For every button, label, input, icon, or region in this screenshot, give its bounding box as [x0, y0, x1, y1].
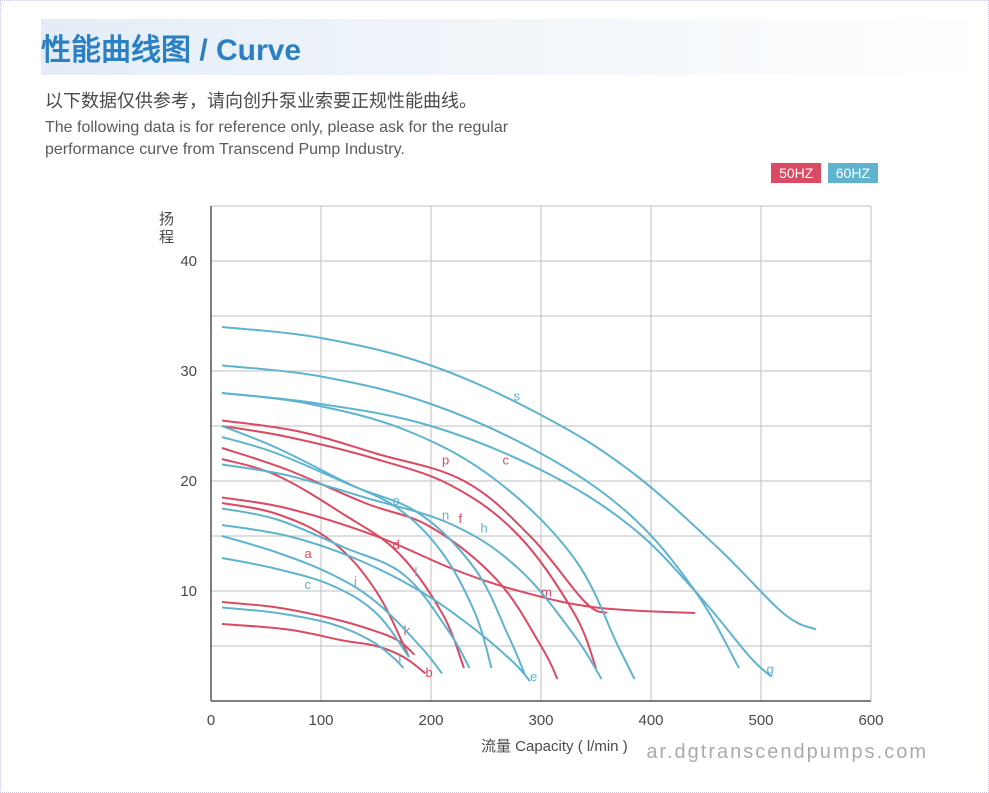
svg-text:0: 0 [207, 712, 215, 729]
curve-label-s: s [514, 389, 521, 404]
curve-label-e: e [530, 669, 537, 684]
subtitle-zh: 以下数据仅供参考，请向创升泵业索要正规性能曲线。 [45, 87, 988, 113]
legend-badges: 50HZ 60HZ [769, 163, 878, 183]
curve-f [222, 448, 558, 679]
legend-50hz-badge: 50HZ [771, 163, 821, 183]
curve-g [222, 393, 772, 677]
curve-label-l: l [415, 565, 418, 580]
page-container: 性能曲线图 / Curve 以下数据仅供参考，请向创升泵业索要正规性能曲线。 T… [0, 0, 989, 793]
performance-curve-chart: 010020030040050060010203040扬程Head( m )流量… [141, 196, 941, 781]
svg-text:30: 30 [180, 363, 197, 380]
curve-s [222, 327, 816, 630]
curve-label-g: g [767, 662, 774, 677]
curve-label-i_l: I [398, 653, 402, 668]
svg-text:流量 Capacity ( l/min ): 流量 Capacity ( l/min ) [481, 738, 628, 755]
curve-label-a: a [305, 546, 313, 561]
svg-text:20: 20 [180, 473, 197, 490]
svg-text:40: 40 [180, 253, 197, 270]
svg-text:600: 600 [858, 712, 883, 729]
curve-h [222, 465, 602, 680]
page-title: 性能曲线图 / Curve [41, 34, 301, 67]
svg-text:200: 200 [418, 712, 443, 729]
svg-text:程: 程 [159, 229, 174, 246]
svg-text:10: 10 [180, 583, 197, 600]
curve-label-j: j [353, 574, 357, 589]
curve-b [222, 624, 426, 674]
svg-text:500: 500 [748, 712, 773, 729]
title-bar: 性能曲线图 / Curve [41, 19, 988, 75]
curve-label-o: o [393, 493, 400, 508]
curve-label-b: b [426, 665, 433, 680]
subtitle-en-line1: The following data is for reference only… [45, 119, 508, 136]
legend-60hz-badge: 60HZ [828, 163, 878, 183]
curve-label-h: h [481, 521, 488, 536]
svg-text:扬: 扬 [159, 211, 174, 228]
watermark-text: ar.dgtranscendpumps.com [646, 741, 928, 764]
curve-label-c_blue: c [305, 577, 312, 592]
subtitle-en: The following data is for reference only… [45, 117, 988, 160]
subtitle-en-line2: performance curve from Transcend Pump In… [45, 141, 405, 158]
chart-svg: 010020030040050060010203040扬程Head( m )流量… [141, 196, 941, 776]
svg-text:300: 300 [528, 712, 553, 729]
curve-label-n: n [442, 508, 449, 523]
svg-text:400: 400 [638, 712, 663, 729]
curve-label-p: p [442, 453, 449, 468]
curve-q1 [222, 366, 739, 669]
curve-l [222, 509, 470, 669]
curve-label-f: f [459, 511, 463, 526]
svg-text:100: 100 [308, 712, 333, 729]
curve-i_l [222, 608, 404, 669]
